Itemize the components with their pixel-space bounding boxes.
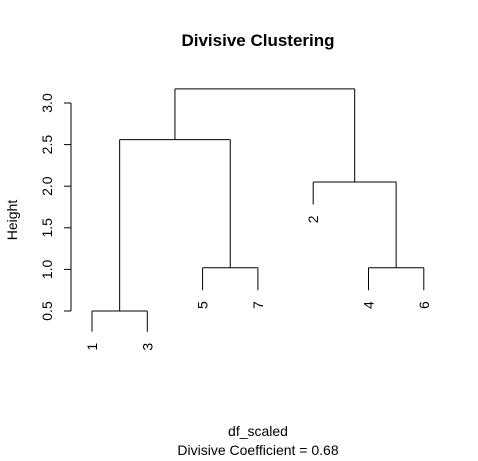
divisive-coefficient-label: Divisive Coefficient = 0.68 [177,442,338,458]
leaf-label: 7 [250,301,266,309]
y-tick-label: 3.0 [39,93,55,113]
leaf-label: 6 [416,301,432,309]
leaf-label: 4 [361,301,377,309]
leaf-label: 3 [139,343,155,351]
x-axis-label: df_scaled [228,423,288,439]
leaf-label: 1 [84,343,100,351]
y-tick-label: 2.5 [39,135,55,155]
y-tick-label: 1.0 [39,259,55,279]
chart-title: Divisive Clustering [181,31,334,50]
y-tick-label: 1.5 [39,218,55,238]
leaf-label: 5 [195,301,211,309]
y-axis-label: Height [4,200,20,241]
y-tick-label: 2.0 [39,176,55,196]
leaf-label: 2 [305,215,321,223]
y-tick-label: 0.5 [39,301,55,321]
